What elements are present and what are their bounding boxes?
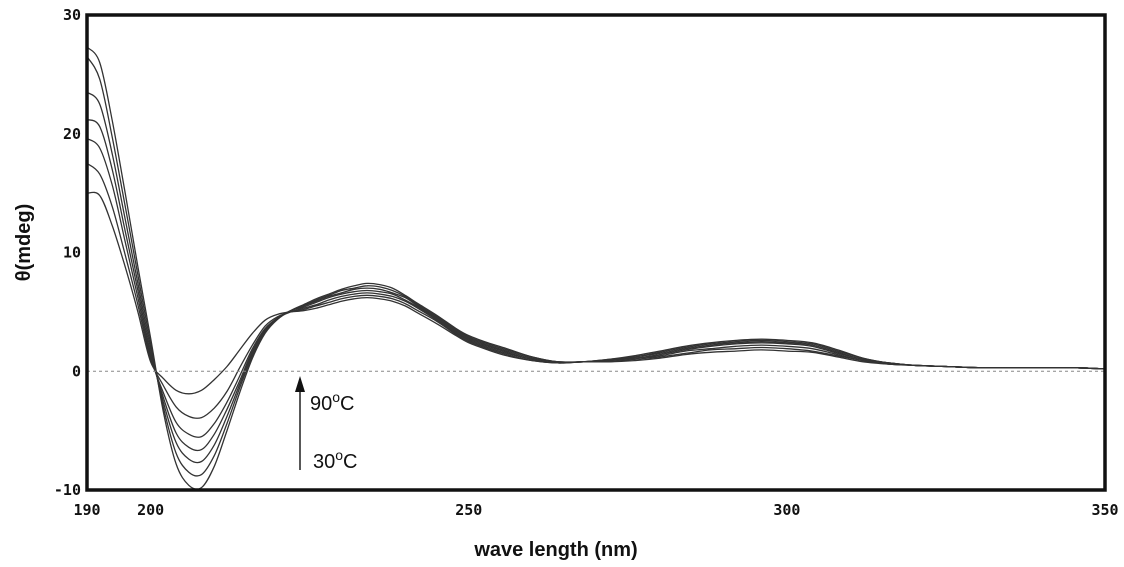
temperature-arrow-head — [295, 376, 305, 392]
x-axis-title: wave length (nm) — [473, 539, 637, 561]
top-temperature-label: 90oC — [310, 389, 355, 415]
spectrum-curve-3 — [87, 92, 1105, 462]
top-temperature-value: 90 — [310, 393, 332, 415]
bottom-degree-symbol: o — [335, 447, 343, 463]
y-tick-label: 10 — [63, 244, 81, 262]
bottom-temperature-label: 30oC — [313, 447, 358, 473]
series-layer — [87, 47, 1105, 489]
x-tick-labels: 190 200 250 300 350 — [73, 501, 1118, 519]
y-tick-labels: 30 20 10 0 -10 — [54, 6, 81, 499]
spectrum-curve-1 — [87, 47, 1105, 489]
x-tick-label: 200 — [137, 501, 164, 519]
spectrum-curve-7 — [87, 192, 1105, 393]
top-degree-symbol: o — [332, 389, 340, 405]
x-tick-label: 250 — [455, 501, 482, 519]
y-axis-title: θ(mdeg) — [13, 204, 35, 281]
y-tick-label: 30 — [63, 6, 81, 24]
top-temperature-unit: C — [340, 393, 354, 415]
y-tick-label: 20 — [63, 125, 81, 143]
x-tick-label: 350 — [1091, 501, 1118, 519]
y-tick-label: 0 — [72, 362, 81, 380]
temperature-annotation: 90oC 30oC — [295, 376, 358, 473]
x-tick-label: 300 — [773, 501, 800, 519]
bottom-temperature-unit: C — [343, 451, 357, 473]
plot-frame — [87, 15, 1105, 490]
bottom-temperature-value: 30 — [313, 451, 335, 473]
x-tick-label: 190 — [73, 501, 100, 519]
spectrum-curve-4 — [87, 120, 1105, 451]
y-tick-label: -10 — [54, 481, 81, 499]
spectrum-curve-2 — [87, 57, 1105, 476]
